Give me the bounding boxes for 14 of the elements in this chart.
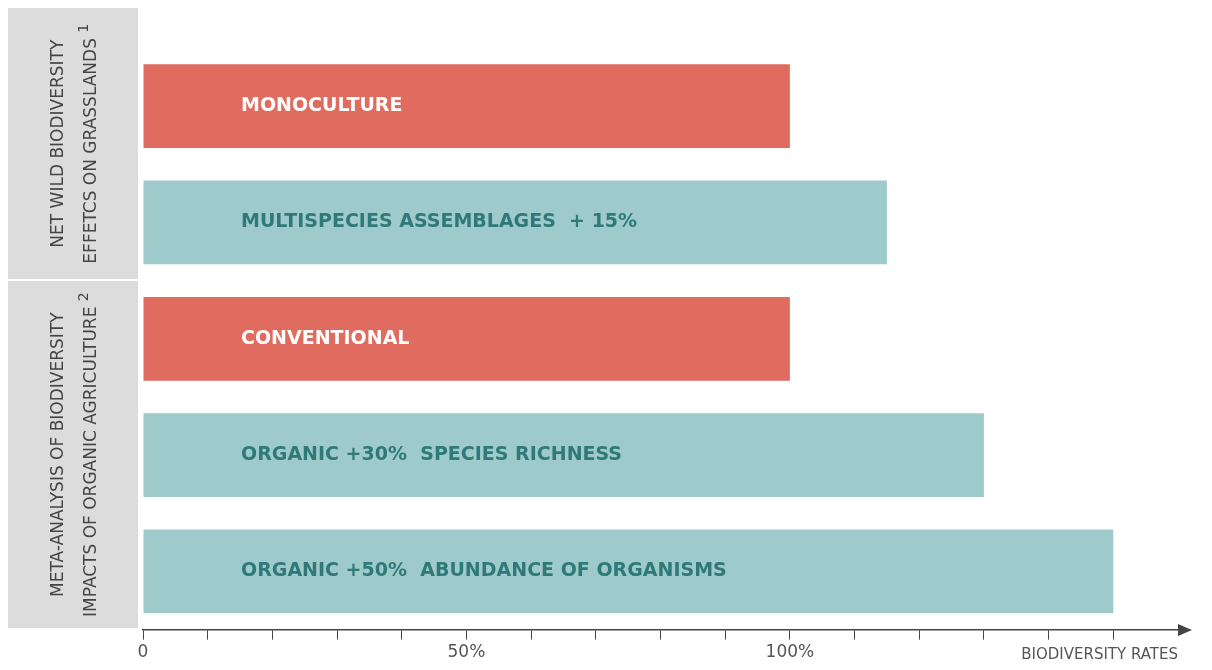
y-tick-label: ORGANIC +50% ABUNDANCE OF ORGANISMS bbox=[241, 558, 727, 581]
x-axis-title: BIODIVERSITY RATES bbox=[1021, 644, 1178, 663]
bar bbox=[143, 180, 887, 265]
y-tick-label: CONVENTIONAL bbox=[241, 325, 410, 348]
x-tick-label: 0 bbox=[137, 641, 149, 662]
x-tick-label: 50% bbox=[447, 641, 486, 662]
y-tick-label: ORGANIC +30% SPECIES RICHNESS bbox=[241, 442, 623, 465]
y-tick-label: MULTISPECIES ASSEMBLAGES + 15% bbox=[241, 209, 638, 232]
bar bbox=[143, 529, 1114, 614]
x-tick-label: 100% bbox=[765, 641, 815, 662]
y-tick-label: MONOCULTURE bbox=[241, 93, 403, 116]
bar bbox=[143, 413, 984, 497]
bar bbox=[143, 296, 790, 381]
bar bbox=[143, 64, 790, 149]
